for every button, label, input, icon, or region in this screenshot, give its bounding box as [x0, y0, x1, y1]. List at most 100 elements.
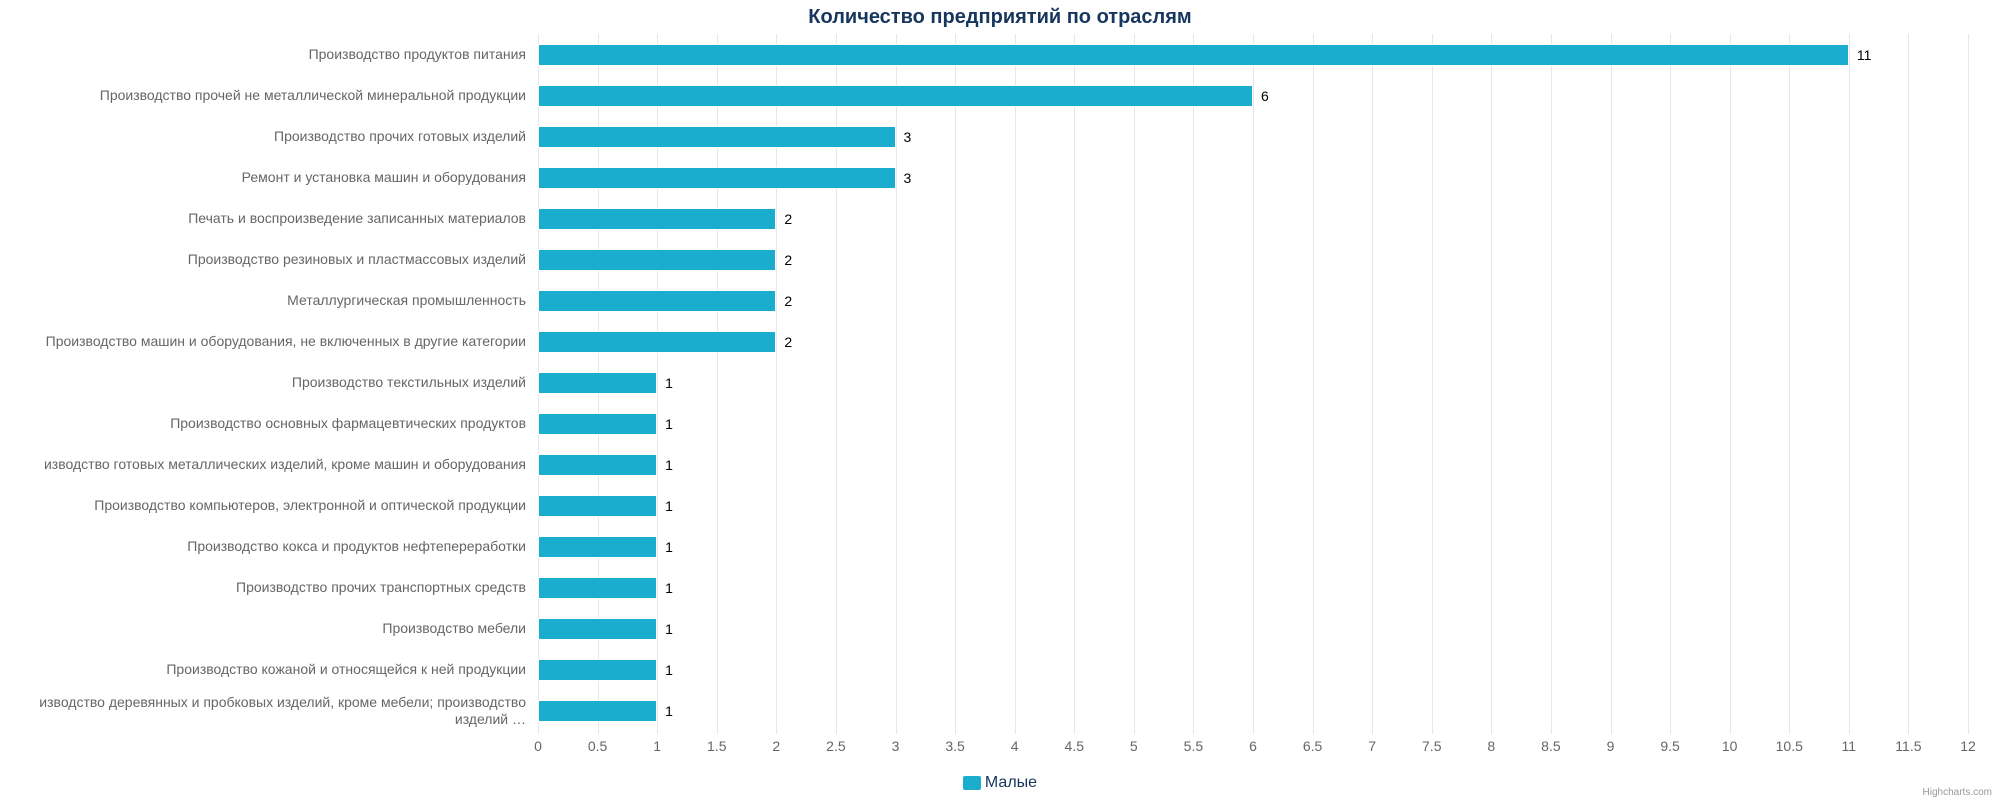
x-tick-label: 3.5 — [945, 738, 964, 754]
x-tick-label: 0 — [534, 738, 542, 754]
x-tick-label: 4.5 — [1065, 738, 1084, 754]
bar[interactable] — [538, 290, 776, 312]
bar-value-label: 6 — [1261, 88, 1269, 104]
bar-value-label: 2 — [784, 252, 792, 268]
gridline — [1611, 34, 1612, 734]
x-tick-label: 5 — [1130, 738, 1138, 754]
bar[interactable] — [538, 85, 1253, 107]
gridline — [896, 34, 897, 734]
gridline — [1134, 34, 1135, 734]
category-label: Производство прочих транспортных средств — [0, 567, 530, 608]
bar-value-label: 1 — [665, 416, 673, 432]
x-tick-label: 1 — [653, 738, 661, 754]
category-label: изводство деревянных и пробковых изделий… — [0, 690, 530, 731]
bar[interactable] — [538, 618, 657, 640]
x-tick-label: 10 — [1722, 738, 1738, 754]
chart-title: Количество предприятий по отраслям — [0, 6, 2000, 29]
category-label: Производство основных фармацевтических п… — [0, 403, 530, 444]
x-tick-label: 9.5 — [1660, 738, 1679, 754]
gridline — [1730, 34, 1731, 734]
bar-value-label: 1 — [665, 539, 673, 555]
category-label: Печать и воспроизведение записанных мате… — [0, 198, 530, 239]
category-label: Ремонт и установка машин и оборудования — [0, 157, 530, 198]
bar-value-label: 2 — [784, 334, 792, 350]
x-tick-label: 9 — [1607, 738, 1615, 754]
x-tick-label: 8.5 — [1541, 738, 1560, 754]
category-label: Производство текстильных изделий — [0, 362, 530, 403]
bar[interactable] — [538, 44, 1849, 66]
bar[interactable] — [538, 495, 657, 517]
bar[interactable] — [538, 536, 657, 558]
gridline — [1491, 34, 1492, 734]
bar[interactable] — [538, 331, 776, 353]
bar[interactable] — [538, 577, 657, 599]
bar-value-label: 2 — [784, 211, 792, 227]
bar-value-label: 11 — [1857, 47, 1872, 63]
category-label: Производство кокса и продуктов нефтепере… — [0, 526, 530, 567]
y-axis-labels: Производство продуктов питанияПроизводст… — [0, 34, 530, 734]
x-tick-label: 5.5 — [1184, 738, 1203, 754]
gridline — [1372, 34, 1373, 734]
x-tick-label: 0.5 — [588, 738, 607, 754]
x-tick-label: 3 — [892, 738, 900, 754]
x-tick-label: 2 — [772, 738, 780, 754]
gridline — [1313, 34, 1314, 734]
bar-value-label: 3 — [904, 129, 912, 145]
bar[interactable] — [538, 413, 657, 435]
category-label: Производство кожаной и относящейся к ней… — [0, 649, 530, 690]
gridline — [1074, 34, 1075, 734]
bar[interactable] — [538, 167, 896, 189]
category-label: Производство прочей не металлической мин… — [0, 75, 530, 116]
bar[interactable] — [538, 700, 657, 722]
x-tick-label: 1.5 — [707, 738, 726, 754]
bar-value-label: 2 — [784, 293, 792, 309]
bar-value-label: 1 — [665, 375, 673, 391]
bar[interactable] — [538, 249, 776, 271]
x-tick-label: 7 — [1368, 738, 1376, 754]
gridline — [1670, 34, 1671, 734]
plot-area: 00.511.522.533.544.555.566.577.588.599.5… — [538, 34, 1968, 734]
bar-value-label: 1 — [665, 703, 673, 719]
category-label: изводство готовых металлических изделий,… — [0, 444, 530, 485]
legend-swatch — [963, 776, 981, 790]
legend-label: Малые — [985, 774, 1037, 791]
x-tick-label: 2.5 — [826, 738, 845, 754]
category-label: Производство резиновых и пластмассовых и… — [0, 239, 530, 280]
credit-link[interactable]: Highcharts.com — [1923, 787, 1992, 798]
x-tick-label: 12 — [1960, 738, 1976, 754]
category-label: Металлургическая промышленность — [0, 280, 530, 321]
gridline — [1789, 34, 1790, 734]
x-tick-label: 8 — [1487, 738, 1495, 754]
gridline — [1968, 34, 1969, 734]
gridline — [1015, 34, 1016, 734]
bar[interactable] — [538, 372, 657, 394]
bar[interactable] — [538, 659, 657, 681]
gridline — [1253, 34, 1254, 734]
x-tick-label: 7.5 — [1422, 738, 1441, 754]
gridline — [1432, 34, 1433, 734]
category-label: Производство мебели — [0, 608, 530, 649]
chart-container: Количество предприятий по отраслям Произ… — [0, 0, 2000, 800]
x-tick-label: 10.5 — [1776, 738, 1803, 754]
x-tick-label: 6.5 — [1303, 738, 1322, 754]
x-tick-label: 6 — [1249, 738, 1257, 754]
category-label: Производство прочих готовых изделий — [0, 116, 530, 157]
bar-value-label: 1 — [665, 457, 673, 473]
bar-value-label: 3 — [904, 170, 912, 186]
bar-value-label: 1 — [665, 580, 673, 596]
x-tick-label: 11.5 — [1895, 738, 1921, 754]
x-tick-label: 4 — [1011, 738, 1019, 754]
x-tick-label: 11 — [1842, 738, 1857, 754]
bar-value-label: 1 — [665, 621, 673, 637]
bar-value-label: 1 — [665, 498, 673, 514]
legend[interactable]: Малые — [0, 774, 2000, 792]
bar[interactable] — [538, 126, 896, 148]
bar-value-label: 1 — [665, 662, 673, 678]
category-label: Производство компьютеров, электронной и … — [0, 485, 530, 526]
bar[interactable] — [538, 454, 657, 476]
gridline — [955, 34, 956, 734]
gridline — [1551, 34, 1552, 734]
bar[interactable] — [538, 208, 776, 230]
category-label: Производство продуктов питания — [0, 34, 530, 75]
gridline — [1193, 34, 1194, 734]
